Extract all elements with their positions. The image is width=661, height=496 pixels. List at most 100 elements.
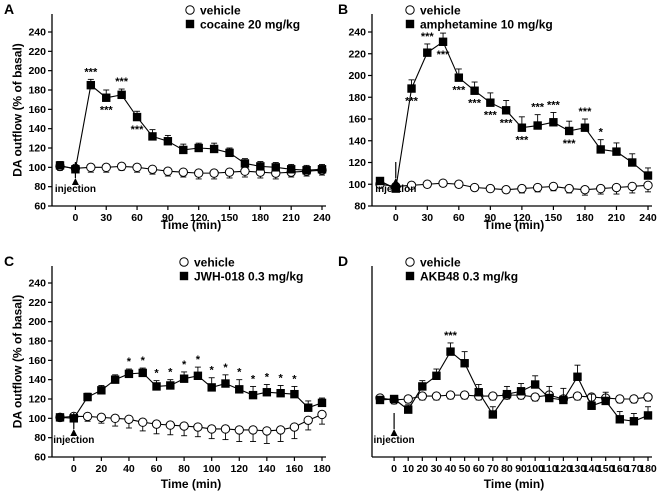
y-tick-label: 120 [28, 394, 46, 406]
data-point-square [573, 372, 582, 381]
x-tick-label: 30 [100, 212, 112, 224]
data-point-square [248, 390, 258, 400]
x-tick-label: 240 [313, 212, 331, 224]
x-tick-label: 180 [576, 212, 594, 224]
y-tick-label: 220 [28, 46, 46, 58]
x-tick-label: 120 [190, 212, 208, 224]
data-point-circle [163, 166, 173, 176]
significance-marker: * [196, 354, 201, 366]
data-point-square [276, 389, 285, 398]
data-point-circle [194, 168, 204, 178]
y-tick-label: 240 [28, 27, 46, 39]
data-point-square [601, 396, 610, 406]
data-point-circle [289, 422, 300, 432]
data-point-square [138, 368, 147, 378]
x-tick-label: 0 [72, 212, 78, 224]
data-point-square [580, 123, 590, 132]
data-point-square [517, 123, 527, 132]
series-drug [375, 32, 653, 193]
y-tick-label: 160 [348, 114, 366, 126]
x-axis-title: Time (min) [161, 477, 221, 491]
legend-marker-circle [179, 257, 189, 267]
x-tick-label: 60 [151, 463, 163, 475]
data-point-circle [86, 162, 96, 173]
data-point-square [317, 398, 327, 408]
data-point-circle [165, 420, 176, 430]
data-point-square [533, 121, 542, 130]
y-tick-label: 140 [348, 135, 366, 147]
significance-marker: *** [484, 110, 498, 122]
data-point-circle [138, 417, 148, 427]
data-point-circle [101, 162, 111, 173]
injection-arrow-icon [70, 429, 78, 436]
y-tick-label: 140 [28, 123, 46, 135]
data-point-circle [488, 391, 498, 401]
y-tick-label: 240 [348, 27, 366, 39]
data-point-square [304, 403, 313, 412]
data-point-square [179, 374, 189, 383]
data-point-circle [438, 178, 448, 188]
data-point-square [564, 126, 574, 136]
y-tick-label: 120 [28, 143, 46, 155]
x-tick-label: 60 [131, 212, 143, 224]
significance-marker: *** [579, 106, 593, 118]
y-tick-label: 100 [28, 162, 46, 174]
data-point-square [454, 73, 464, 82]
injection-arrow-icon [392, 178, 400, 185]
data-point-square [209, 144, 219, 154]
series-line [59, 84, 323, 171]
data-point-square [596, 145, 605, 154]
x-tick-label: 20 [96, 463, 108, 475]
injection-arrow-icon [71, 178, 79, 185]
series-drug [55, 366, 327, 423]
data-point-square [612, 147, 621, 156]
data-point-circle [110, 413, 120, 424]
data-point-square [486, 98, 495, 107]
x-tick-label: 60 [473, 463, 485, 475]
data-point-circle [564, 183, 574, 194]
legend-label: vehicle [200, 4, 241, 18]
data-point-circle [147, 164, 158, 174]
data-point-circle [303, 415, 313, 425]
data-point-circle [517, 183, 527, 194]
data-point-circle [629, 394, 639, 404]
x-tick-label: 150 [545, 212, 563, 224]
data-point-square [83, 392, 92, 402]
data-point-square [55, 413, 65, 422]
series-line [379, 182, 649, 191]
data-point-square [163, 137, 173, 146]
x-axis-title: Time (min) [161, 218, 221, 232]
data-point-square [643, 411, 653, 420]
data-point-square [375, 395, 385, 405]
data-point-circle [317, 409, 327, 420]
data-point-square [262, 388, 272, 397]
data-point-square [488, 410, 498, 419]
data-point-circle [234, 425, 244, 435]
significance-marker: * [154, 368, 159, 380]
data-point-square [132, 112, 142, 122]
x-tick-label: 140 [583, 463, 601, 475]
data-point-circle [220, 424, 231, 434]
x-tick-label: 120 [555, 463, 573, 475]
data-point-circle [178, 167, 188, 177]
y-tick-label: 220 [28, 297, 46, 309]
data-point-circle [445, 390, 456, 400]
significance-marker: *** [405, 96, 419, 108]
x-tick-label: 40 [123, 463, 135, 475]
data-point-square [643, 171, 653, 180]
x-axis-title: Time (min) [484, 477, 544, 491]
data-point-square [446, 347, 455, 356]
significance-marker: * [265, 372, 270, 384]
panel-letter: D [338, 253, 348, 269]
data-point-circle [532, 182, 543, 193]
y-tick-label: 60 [34, 201, 46, 213]
data-point-square [271, 163, 280, 172]
significance-marker: * [251, 373, 256, 385]
data-point-circle [530, 392, 540, 402]
x-tick-label: 30 [431, 463, 443, 475]
injection-label: injection [53, 435, 94, 446]
significance-marker: *** [444, 330, 458, 342]
data-point-square [207, 383, 216, 392]
data-point-square [629, 417, 639, 426]
